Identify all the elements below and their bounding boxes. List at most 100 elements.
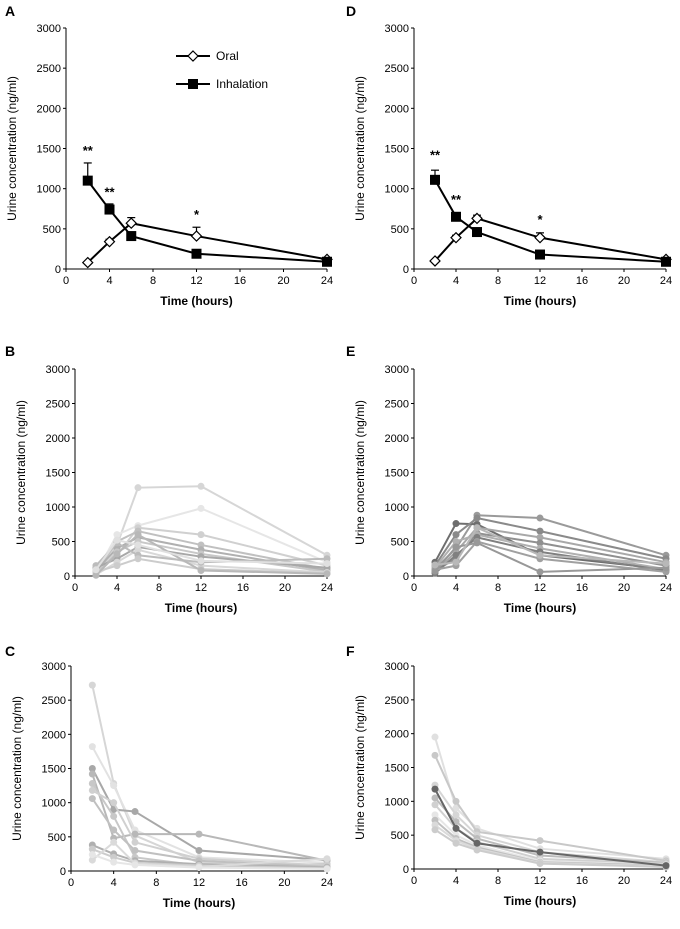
y-tick-label: 0 <box>403 864 409 876</box>
chart-panel-e: E 0 500 1000 1500 2000 2500 3000 0 4 8 12 16 20 24 Time… <box>346 343 672 615</box>
legend-label-inhalation: Inhalation <box>216 77 268 91</box>
y-tick-label: 2000 <box>385 103 409 115</box>
y-tick-label: 1500 <box>42 764 66 776</box>
subject-data-point <box>88 780 96 788</box>
subject-data-point <box>473 539 481 547</box>
y-tick-label: 1000 <box>385 796 409 808</box>
subject-data-point <box>536 551 544 559</box>
data-point-inhalation <box>104 204 115 215</box>
x-tick-label: 4 <box>106 275 112 287</box>
significance-marker: * <box>194 207 200 222</box>
panel-label: E <box>346 343 355 359</box>
y-tick-label: 2000 <box>42 729 66 741</box>
y-axis-title: Urine concentration (ng/ml) <box>353 76 367 221</box>
x-tick-label: 20 <box>618 582 630 594</box>
subject-data-point <box>452 551 460 559</box>
subject-data-point <box>88 845 96 853</box>
subject-data-point <box>92 571 100 579</box>
subject-line <box>91 684 328 866</box>
y-tick-label: 2500 <box>46 399 70 411</box>
x-tick-label: 12 <box>534 582 546 594</box>
subject-data-point <box>131 808 139 816</box>
subject-data-point <box>110 853 118 861</box>
y-tick-label: 2000 <box>385 433 409 445</box>
data-point-oral <box>450 231 462 244</box>
subject-data-point <box>131 838 139 846</box>
x-tick-label: 20 <box>277 275 289 287</box>
x-tick-label: 8 <box>153 877 159 889</box>
subject-data-point <box>197 566 205 574</box>
y-tick-label: 500 <box>48 832 66 844</box>
subject-line <box>434 736 667 860</box>
y-tick-label: 3000 <box>385 364 409 376</box>
subject-data-point <box>110 782 118 790</box>
x-tick-label: 0 <box>411 875 417 887</box>
subject-data-point <box>452 804 460 812</box>
subject-data-point <box>473 514 481 522</box>
series-line-inhalation <box>434 179 667 263</box>
subject-data-point <box>452 531 460 539</box>
subject-data-point <box>110 826 118 834</box>
y-axis-title: Urine concentration (ng/ml) <box>353 695 367 840</box>
y-tick-label: 500 <box>391 537 409 549</box>
subject-data-point <box>536 527 544 535</box>
subject-data-point <box>88 743 96 751</box>
subject-data-point <box>88 795 96 803</box>
chart-panel-d: D 0 500 1000 1500 2000 2500 3000 0 4 8 12 16 20 24 Time… <box>346 3 672 308</box>
data-point-inhalation <box>322 256 332 267</box>
legend-marker-oral <box>187 50 199 62</box>
x-tick-label: 24 <box>321 582 333 594</box>
x-tick-label: 0 <box>63 275 69 287</box>
data-point-inhalation <box>451 211 461 222</box>
y-axis-title: Urine concentration (ng/ml) <box>14 400 28 545</box>
data-point-inhalation <box>82 175 93 186</box>
subject-data-point <box>452 558 460 566</box>
y-tick-label: 3000 <box>42 661 66 673</box>
x-tick-label: 8 <box>156 582 162 594</box>
subject-data-point <box>452 520 460 528</box>
subject-data-point <box>88 765 96 772</box>
data-point-oral <box>81 256 94 269</box>
subject-data-point <box>323 555 331 563</box>
y-tick-label: 2500 <box>42 695 66 707</box>
subject-data-point <box>473 846 481 854</box>
subject-data-point <box>431 733 439 741</box>
panel-label: D <box>346 3 356 19</box>
x-tick-label: 4 <box>453 582 459 594</box>
subject-data-point <box>431 801 439 809</box>
subject-data-point <box>197 504 205 512</box>
y-tick-label: 1000 <box>385 184 409 196</box>
y-tick-label: 2500 <box>37 63 61 75</box>
x-tick-label: 0 <box>72 582 78 594</box>
legend-marker-inhalation <box>188 79 198 89</box>
y-tick-label: 0 <box>403 264 409 276</box>
x-tick-label: 16 <box>576 275 588 287</box>
subject-data-point <box>131 847 139 854</box>
x-tick-label: 4 <box>111 877 117 889</box>
subject-data-point <box>88 851 96 859</box>
data-point-oral <box>471 212 483 225</box>
chart-panel-a: A 0 500 1000 1500 2000 2500 3000 0 4 8 12 16 20 24 Time… <box>5 3 333 308</box>
x-tick-label: 12 <box>534 875 546 887</box>
y-tick-label: 500 <box>43 224 61 236</box>
subject-data-point <box>431 811 439 819</box>
y-axis-title: Urine concentration (ng/ml) <box>353 400 367 545</box>
subject-data-point <box>452 824 460 832</box>
subject-data-point <box>88 786 96 794</box>
x-tick-label: 4 <box>114 582 120 594</box>
subject-data-point <box>110 838 118 846</box>
y-tick-label: 2500 <box>385 63 409 75</box>
x-tick-label: 4 <box>453 275 459 287</box>
y-tick-label: 3000 <box>46 364 70 376</box>
y-tick-label: 2500 <box>385 399 409 411</box>
significance-marker: * <box>537 212 543 227</box>
chart-panel-c: C 0 500 1000 1500 2000 2500 3000 0 4 8 12 16 20 24 Time… <box>5 643 333 910</box>
subject-data-point <box>134 531 142 539</box>
y-tick-label: 0 <box>403 571 409 583</box>
subject-data-point <box>323 570 331 578</box>
y-tick-label: 500 <box>391 224 409 236</box>
subject-data-point <box>131 861 139 869</box>
x-tick-label: 4 <box>453 875 459 887</box>
subject-data-point <box>195 864 203 872</box>
